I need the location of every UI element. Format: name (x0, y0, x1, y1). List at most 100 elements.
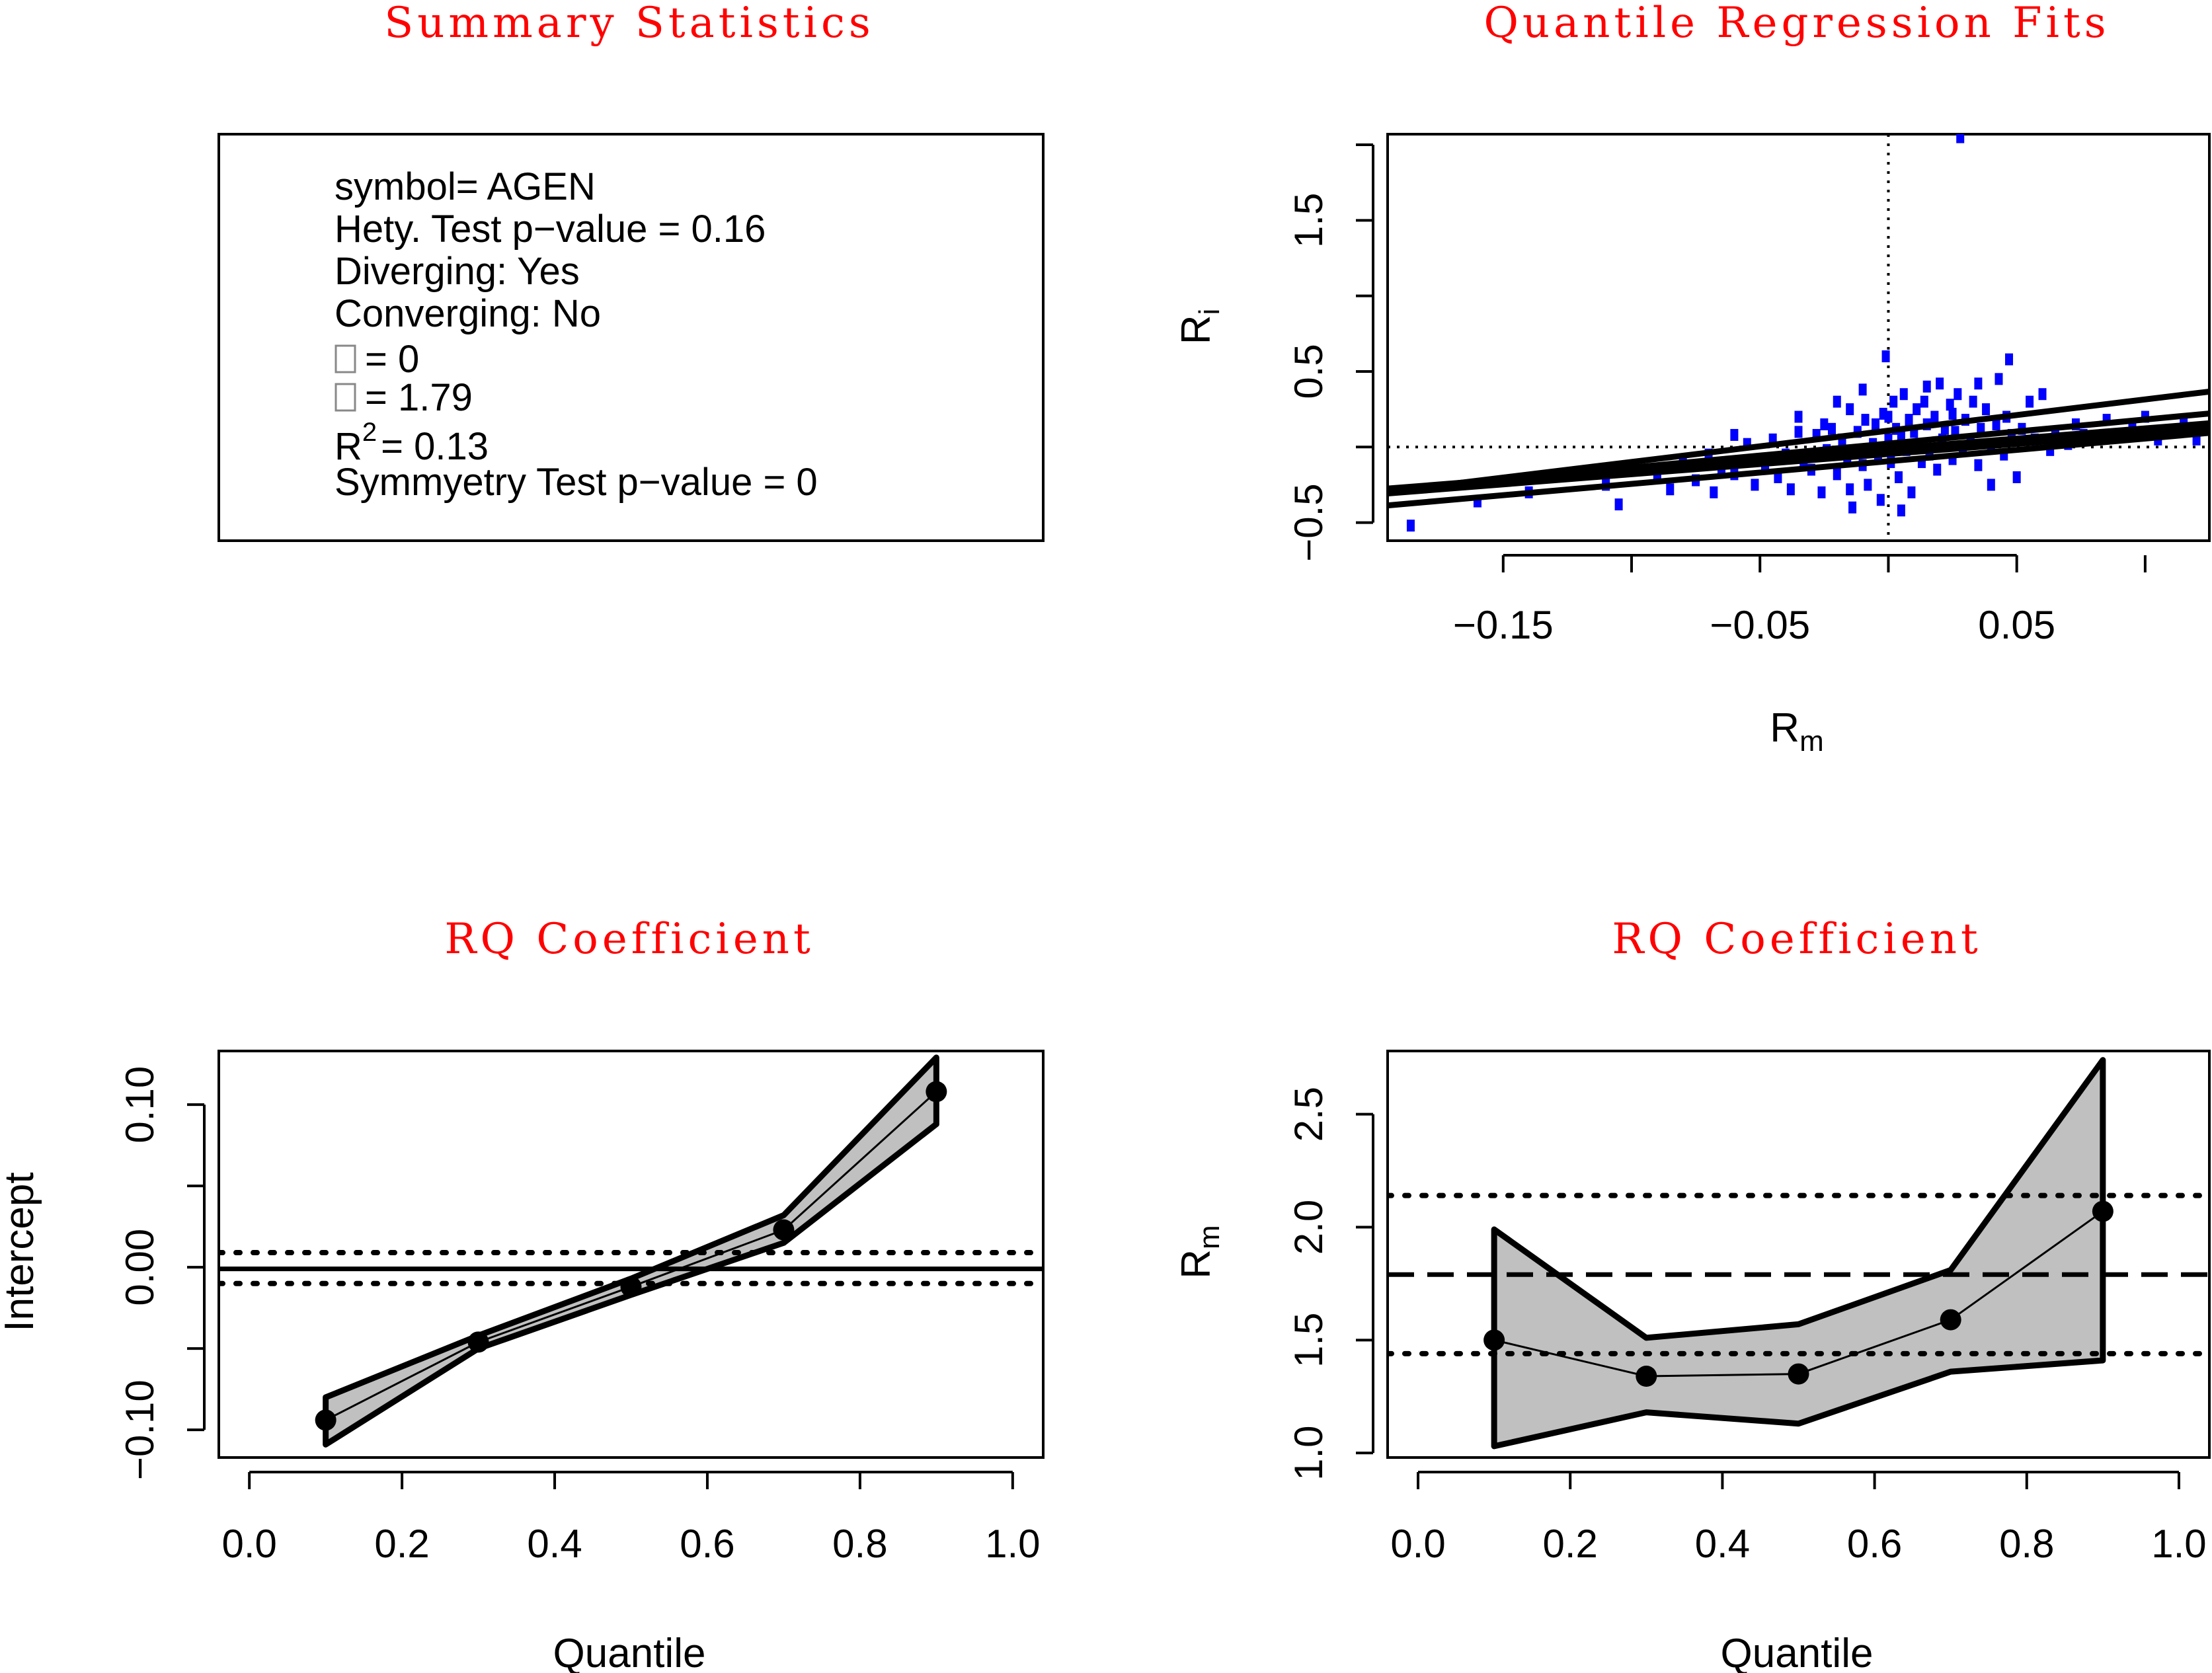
data-point (1774, 471, 1782, 483)
data-point (1786, 483, 1795, 496)
scatter-xlabel: Rm (1770, 705, 1823, 758)
data-point (1861, 414, 1870, 426)
estimate-point (1788, 1363, 1809, 1385)
x-tick-label: 1.0 (2151, 1522, 2206, 1566)
slope-ylabel-main: R (1173, 1249, 1219, 1279)
quantile-fit-line (1388, 425, 2209, 496)
estimate-point (926, 1081, 947, 1103)
summary-hety-test: Hety. Test p−value = 0.16 (335, 208, 766, 251)
slope-ylabel-sub: m (1193, 1225, 1226, 1249)
data-point (2005, 353, 2014, 366)
summary-box (217, 133, 1045, 542)
data-point (1969, 395, 1977, 408)
data-point (1817, 486, 1826, 498)
beta-glyph-box (335, 383, 356, 412)
intercept-panel: RQ Coefficient 0.0 0.2 0.4 0.6 0.8 1.0−0.100.… (0, 915, 1045, 1673)
data-point (1889, 395, 1898, 408)
plot-frame (1386, 133, 2211, 542)
data-point (2038, 388, 2047, 401)
data-point (1930, 410, 1939, 423)
estimate-point (1940, 1309, 1961, 1331)
data-point (1794, 426, 1803, 438)
x-tick-label: 0.4 (527, 1522, 582, 1566)
y-tick-label: 2.5 (1286, 1087, 1331, 1142)
data-point (1881, 350, 1890, 363)
summary-symbol: symbol= AGEN (335, 165, 596, 208)
data-point (1995, 373, 2003, 385)
data-point (1872, 418, 1880, 430)
alpha-glyph-box (335, 344, 356, 373)
x-tick-label: 0.2 (374, 1522, 429, 1566)
data-point (1846, 483, 1854, 496)
slope-panel: RQ Coefficient 0.0 0.2 0.4 0.6 0.8 1.0 1.0 1.5 2… (1173, 915, 2211, 1673)
x-tick-label: 0.8 (832, 1522, 887, 1566)
y-tick-label: −0.5 (1286, 483, 1331, 561)
r2-letter: R (335, 425, 362, 468)
x-tick-label: 0.05 (1978, 603, 2055, 647)
data-point (1406, 520, 1415, 532)
x-tick-label: 0.2 (1543, 1522, 1598, 1566)
coef-inner (1388, 1057, 2209, 1450)
r2-superscript: 2 (362, 418, 377, 447)
scatter-ylabel: Ri (1173, 309, 1226, 345)
summary-panel: Summary Statistics symbol= AGEN Hety. Te… (217, 0, 1045, 542)
summary-r2-label: R2 = 0.13 (335, 418, 489, 468)
scatter-xlabel-sub: m (1799, 725, 1824, 758)
estimate-point (620, 1276, 642, 1298)
data-point (1897, 504, 1905, 517)
estimate-point (1636, 1366, 1657, 1387)
data-point (1936, 377, 1944, 390)
data-point (1833, 395, 1841, 408)
quantile-fit-line (1388, 388, 2209, 495)
data-point (1974, 459, 1983, 471)
data-point (1858, 383, 1867, 396)
plot-frame (1386, 1050, 2211, 1459)
scatter-ylabel-sub: i (1193, 309, 1226, 315)
scatter-xlabel-main: R (1770, 705, 1799, 751)
summary-diverging: Diverging: Yes (335, 250, 580, 293)
y-tick-label: 0.10 (118, 1066, 162, 1144)
data-point (1794, 410, 1803, 423)
scatter-title: Quantile Regression Fits (1483, 0, 2110, 48)
data-point (1848, 501, 1857, 514)
data-point (1933, 463, 1942, 476)
slope-title: RQ Coefficient (1612, 915, 1981, 964)
data-point (1946, 399, 1954, 411)
scatter-plot-area: −0.15 −0.05 0.05 −0.5 0.5 1.5 (1286, 133, 2211, 647)
y-tick-label: 0.00 (118, 1229, 162, 1306)
data-point (1614, 498, 1623, 511)
x-tick-label: 0.6 (1847, 1522, 1902, 1566)
x-tick-label: 1.0 (985, 1522, 1040, 1566)
x-tick-label: 0.0 (1390, 1522, 1445, 1566)
data-point (1987, 479, 1995, 491)
data-point (1864, 479, 1872, 491)
x-tick-label: 0.8 (1999, 1522, 2054, 1566)
data-point (1846, 403, 1854, 416)
x-tick-label: −0.15 (1453, 603, 1554, 647)
summary-alpha-value: = 0 (365, 338, 419, 381)
data-point (1922, 380, 1931, 393)
data-point (1948, 407, 1957, 420)
x-tick-label: 0.6 (680, 1522, 734, 1566)
data-point (1884, 410, 1893, 423)
y-tick-label: −0.10 (118, 1380, 162, 1480)
estimate-point (773, 1219, 795, 1241)
summary-beta-value: = 1.79 (365, 376, 473, 419)
data-point (1820, 418, 1829, 430)
data-point (1730, 428, 1739, 441)
data-point (1751, 479, 1759, 491)
intercept-plot-area: 0.0 0.2 0.4 0.6 0.8 1.0 −0.10 0.00 0.10 (118, 1050, 1045, 1566)
intercept-xlabel: Quantile (553, 1631, 706, 1673)
data-point (1905, 414, 1913, 426)
data-point (1894, 471, 1903, 483)
data-point (2026, 395, 2034, 408)
r2-value: = 0.13 (381, 425, 489, 468)
estimate-point (467, 1331, 489, 1353)
data-point (1913, 403, 1921, 416)
summary-converging: Converging: No (335, 292, 601, 335)
scatter-ylabel-main: R (1173, 315, 1219, 345)
y-tick-label: 2.0 (1286, 1200, 1331, 1255)
x-tick-label: 0.0 (221, 1522, 276, 1566)
intercept-title: RQ Coefficient (444, 915, 814, 964)
estimate-point (1483, 1329, 1505, 1351)
